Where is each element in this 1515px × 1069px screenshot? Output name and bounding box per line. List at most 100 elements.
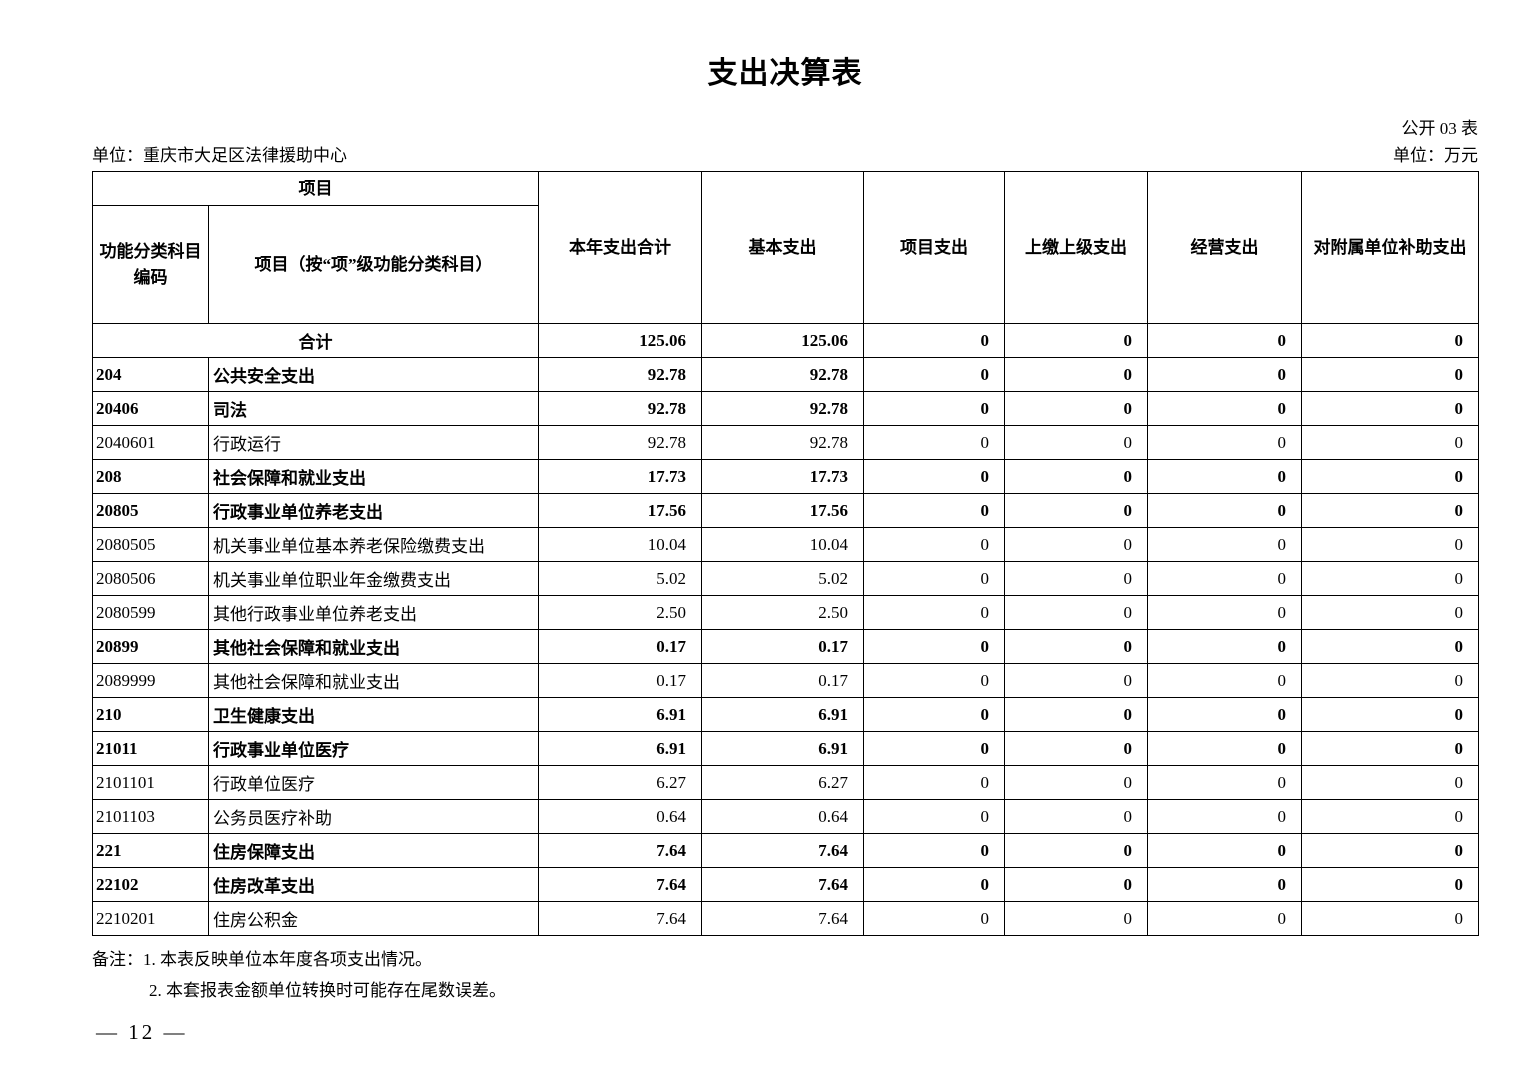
cell-basic: 0.17 [701, 663, 864, 698]
cell-project: 0 [863, 901, 1005, 936]
cell-project: 0 [863, 799, 1005, 834]
cell-code: 2080506 [92, 561, 209, 596]
cell-operating: 0 [1147, 765, 1302, 800]
note-line-2: 2. 本套报表金额单位转换时可能存在尾数误差。 [149, 981, 506, 1000]
cell-name: 司法 [208, 391, 539, 426]
cell-upper: 0 [1004, 459, 1148, 494]
table-row: 2089999 其他社会保障和就业支出 0.17 0.17 0 0 0 0 [92, 663, 1479, 698]
cell-operating: 0 [1147, 833, 1302, 868]
cell-subsidy: 0 [1301, 731, 1479, 766]
cell-subsidy: 0 [1301, 391, 1479, 426]
cell-operating: 0 [1147, 799, 1302, 834]
cell-operating: 0 [1147, 867, 1302, 902]
cell-basic: 7.64 [701, 833, 864, 868]
cell-subsidy: 0 [1301, 697, 1479, 732]
cell-total: 6.91 [538, 697, 702, 732]
cell-operating: 0 [1147, 391, 1302, 426]
cell-basic: 125.06 [701, 323, 864, 358]
cell-name: 社会保障和就业支出 [208, 459, 539, 494]
cell-total: 92.78 [538, 357, 702, 392]
cell-name: 行政事业单位养老支出 [208, 493, 539, 528]
cell-upper: 0 [1004, 867, 1148, 902]
cell-code: 208 [92, 459, 209, 494]
cell-name: 住房公积金 [208, 901, 539, 936]
cell-upper: 0 [1004, 527, 1148, 562]
cell-project: 0 [863, 833, 1005, 868]
cell-upper: 0 [1004, 561, 1148, 596]
cell-name: 其他社会保障和就业支出 [208, 663, 539, 698]
header-col-project: 项目支出 [863, 171, 1005, 324]
cell-name: 行政事业单位医疗 [208, 731, 539, 766]
table-body: 合计 125.06 125.06 0 0 0 0 204 公共安全支出 92.78 92.78 0 0 0… [92, 323, 1479, 936]
cell-code: 20899 [92, 629, 209, 664]
cell-upper: 0 [1004, 663, 1148, 698]
cell-subsidy: 0 [1301, 663, 1479, 698]
cell-upper: 0 [1004, 391, 1148, 426]
header-row-sub: 功能分类科目编码 项目（按“项”级功能分类科目） [92, 205, 1479, 324]
cell-upper: 0 [1004, 493, 1148, 528]
cell-operating: 0 [1147, 459, 1302, 494]
cell-total: 5.02 [538, 561, 702, 596]
cell-subsidy: 0 [1301, 459, 1479, 494]
cell-upper: 0 [1004, 833, 1148, 868]
table-row: 210 卫生健康支出 6.91 6.91 0 0 0 0 [92, 697, 1479, 732]
header-col-basic: 基本支出 [701, 171, 864, 324]
cell-basic: 6.91 [701, 731, 864, 766]
cell-basic: 0.17 [701, 629, 864, 664]
table-row: 合计 125.06 125.06 0 0 0 0 [92, 323, 1479, 358]
cell-upper: 0 [1004, 629, 1148, 664]
cell-basic: 17.73 [701, 459, 864, 494]
cell-basic: 7.64 [701, 901, 864, 936]
cell-total: 7.64 [538, 833, 702, 868]
table-row: 208 社会保障和就业支出 17.73 17.73 0 0 0 0 [92, 459, 1479, 494]
cell-subsidy: 0 [1301, 765, 1479, 800]
cell-basic: 10.04 [701, 527, 864, 562]
cell-project: 0 [863, 629, 1005, 664]
page-number: — 12 — [96, 1020, 188, 1044]
cell-name: 机关事业单位基本养老保险缴费支出 [208, 527, 539, 562]
cell-total: 125.06 [538, 323, 702, 358]
cell-code: 2080505 [92, 527, 209, 562]
cell-subsidy: 0 [1301, 799, 1479, 834]
cell-basic: 6.91 [701, 697, 864, 732]
cell-name: 公务员医疗补助 [208, 799, 539, 834]
cell-name: 卫生健康支出 [208, 697, 539, 732]
cell-subsidy: 0 [1301, 323, 1479, 358]
table-row: 2101101 行政单位医疗 6.27 6.27 0 0 0 0 [92, 765, 1479, 800]
cell-total: 10.04 [538, 527, 702, 562]
cell-upper: 0 [1004, 595, 1148, 630]
cell-operating: 0 [1147, 629, 1302, 664]
cell-upper: 0 [1004, 799, 1148, 834]
cell-project: 0 [863, 425, 1005, 460]
cell-basic: 0.64 [701, 799, 864, 834]
cell-basic: 5.02 [701, 561, 864, 596]
cell-subsidy: 0 [1301, 561, 1479, 596]
cell-upper: 0 [1004, 357, 1148, 392]
cell-subsidy: 0 [1301, 867, 1479, 902]
cell-code: 20805 [92, 493, 209, 528]
cell-operating: 0 [1147, 323, 1302, 358]
cell-total: 6.91 [538, 731, 702, 766]
cell-project: 0 [863, 765, 1005, 800]
cell-basic: 17.56 [701, 493, 864, 528]
cell-project: 0 [863, 527, 1005, 562]
cell-total: 17.73 [538, 459, 702, 494]
cell-code: 22102 [92, 867, 209, 902]
table-row: 22102 住房改革支出 7.64 7.64 0 0 0 0 [92, 867, 1479, 902]
cell-subsidy: 0 [1301, 527, 1479, 562]
cell-name: 住房改革支出 [208, 867, 539, 902]
cell-total: 0.17 [538, 629, 702, 664]
unit-measure-label: 单位：万元 [1393, 146, 1478, 165]
cell-code: 20406 [92, 391, 209, 426]
cell-code: 2080599 [92, 595, 209, 630]
cell-upper: 0 [1004, 425, 1148, 460]
cell-project: 0 [863, 561, 1005, 596]
cell-total: 0.64 [538, 799, 702, 834]
cell-basic: 6.27 [701, 765, 864, 800]
cell-code: 2089999 [92, 663, 209, 698]
cell-total: 0.17 [538, 663, 702, 698]
cell-subsidy: 0 [1301, 629, 1479, 664]
header-col-code: 功能分类科目编码 [92, 205, 209, 324]
cell-name: 住房保障支出 [208, 833, 539, 868]
cell-project: 0 [863, 663, 1005, 698]
